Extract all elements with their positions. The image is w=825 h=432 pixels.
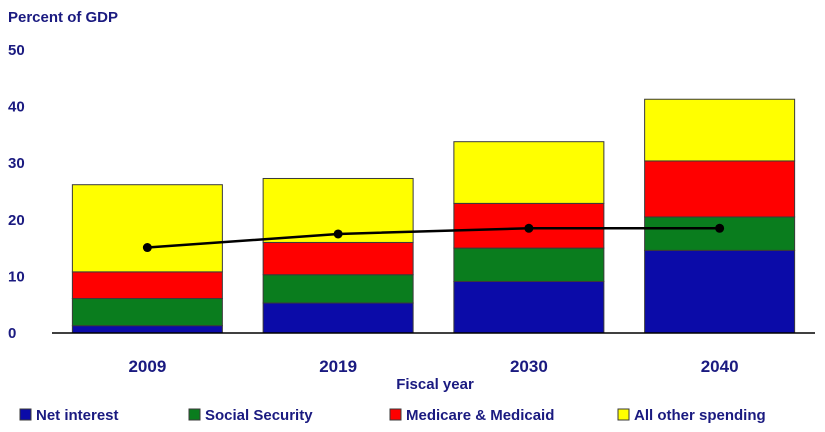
bar-segment bbox=[644, 249, 796, 334]
legend: Net interest Social Security Medicare & Me… bbox=[19, 407, 766, 424]
legend-swatch bbox=[19, 408, 32, 421]
y-tick-label: 30 bbox=[8, 155, 25, 172]
bar-segment bbox=[262, 241, 414, 276]
bar-segment bbox=[453, 141, 605, 204]
x-tick-label: 2030 bbox=[510, 357, 548, 376]
y-axis-title: Percent of GDP bbox=[8, 9, 118, 26]
x-tick-label: 2009 bbox=[128, 357, 166, 376]
trend-line-point bbox=[715, 223, 725, 233]
x-tick-label: 2040 bbox=[701, 357, 739, 376]
legend-swatch bbox=[617, 408, 630, 421]
legend-label: Social Security bbox=[205, 407, 313, 424]
legend-swatch bbox=[188, 408, 201, 421]
bar-segment bbox=[644, 216, 796, 251]
legend-label: Net interest bbox=[36, 407, 119, 424]
legend-label: All other spending bbox=[634, 407, 766, 424]
y-tick-label: 10 bbox=[8, 268, 25, 285]
trend-line-point bbox=[142, 243, 152, 253]
x-tick-label: 2019 bbox=[319, 357, 357, 376]
legend-label: Medicare & Medicaid bbox=[406, 407, 554, 424]
y-tick-label: 40 bbox=[8, 99, 25, 116]
trend-line bbox=[147, 227, 720, 249]
bar-segment bbox=[71, 325, 223, 334]
bar-segment bbox=[644, 160, 796, 218]
y-tick-label: 20 bbox=[8, 212, 25, 229]
bar-segment bbox=[71, 184, 223, 273]
legend-swatch bbox=[389, 408, 402, 421]
y-tick-label: 50 bbox=[8, 42, 25, 59]
trend-line-point bbox=[333, 229, 343, 239]
bar-segment bbox=[262, 302, 414, 334]
x-axis-title: Fiscal year bbox=[396, 376, 474, 393]
bar-segment bbox=[71, 297, 223, 327]
bar-segment bbox=[453, 280, 605, 334]
bar-segment bbox=[644, 98, 796, 162]
bar-segment bbox=[262, 274, 414, 304]
y-tick-label: 0 bbox=[8, 325, 16, 342]
bar-segment bbox=[71, 271, 223, 299]
trend-line-point bbox=[524, 223, 534, 233]
bar-segment bbox=[453, 247, 605, 282]
